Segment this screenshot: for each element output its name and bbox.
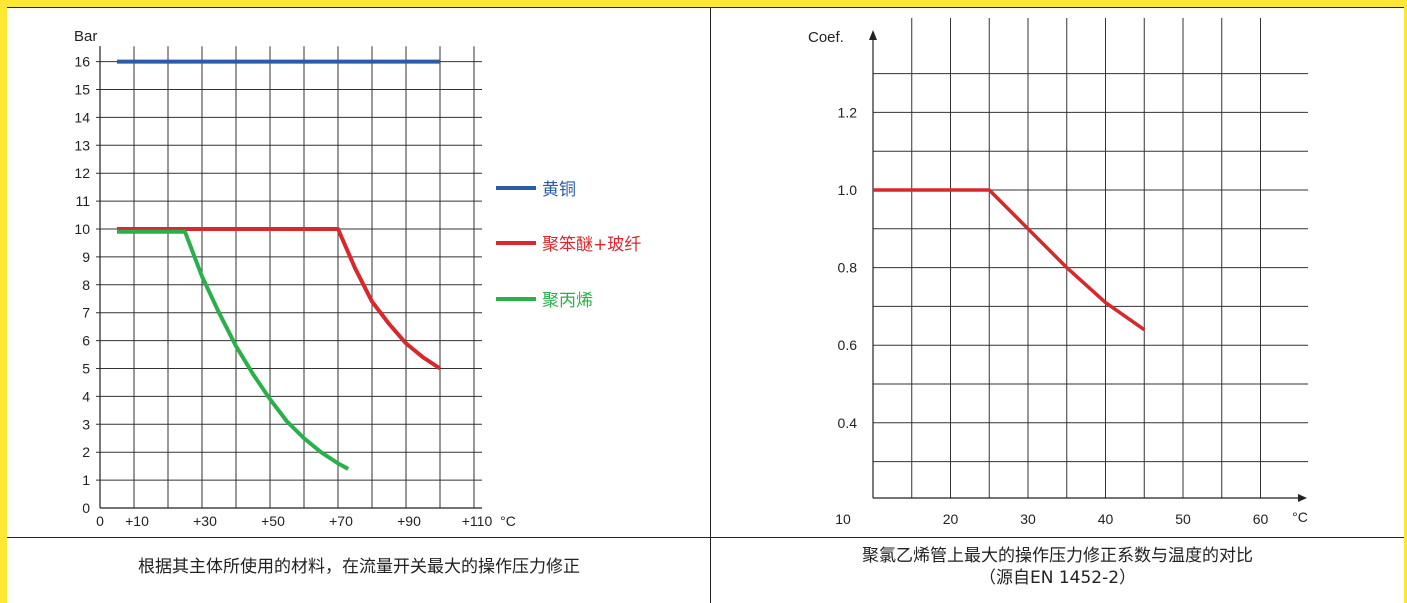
- caption-right-line2: （源自EN 1452-2）: [978, 568, 1137, 588]
- y-tick-label: 16: [74, 54, 90, 70]
- y-axis-label: Coef.: [808, 29, 844, 46]
- series-line: [117, 227, 442, 371]
- y-tick-label: 1.0: [838, 182, 858, 198]
- x-axis-label: °C: [500, 513, 516, 529]
- coefficient-chart: 0.4 0.6 0.8 1.0 1.2 10 20 30 40 50 60 Coef. °C: [808, 18, 1308, 527]
- x-tick-label: +30: [193, 513, 217, 529]
- caption-right-line1: 聚氯乙烯管上最大的操作压力修正系数与温度的对比: [862, 546, 1253, 566]
- y-tick-label: 0.6: [838, 337, 858, 353]
- y-tick-label: 11: [75, 193, 90, 209]
- legend-label: 黄铜: [542, 180, 576, 200]
- y-tick-label: 6: [82, 333, 90, 349]
- legend-swatch: [496, 185, 536, 190]
- y-tick-label: 0: [82, 500, 90, 516]
- series-line: [873, 188, 1146, 332]
- top-border: [0, 0, 1407, 7]
- x-tick-label: 50: [1175, 511, 1191, 527]
- right-border: [1404, 0, 1407, 603]
- x-axis-arrow: [1298, 494, 1307, 502]
- x-tick-label: 20: [943, 511, 959, 527]
- x-tick-label: 0: [96, 513, 104, 529]
- legend-item: 聚笨醚+玻纤: [496, 230, 641, 255]
- y-tick-label: 1.2: [838, 104, 858, 120]
- legend-label: 聚丙烯: [542, 291, 593, 311]
- y-axis-arrow: [869, 30, 877, 40]
- caption-left: 根据其主体所使用的材料，在流量开关最大的操作压力修正: [138, 557, 580, 577]
- y-tick-label: 7: [82, 305, 90, 321]
- x-axis-label: °C: [1292, 509, 1308, 525]
- y-tick-label: 13: [74, 137, 90, 153]
- x-tick-label: +70: [329, 513, 353, 529]
- x-tick-label: +90: [397, 513, 421, 529]
- y-tick-label: 14: [74, 109, 90, 125]
- x-tick-label: 10: [835, 511, 851, 527]
- x-tick-label: +110: [462, 513, 493, 529]
- y-tick-label: 10: [74, 221, 90, 237]
- y-tick-label: 2: [82, 444, 90, 460]
- y-tick-label: 0.4: [838, 415, 858, 431]
- x-tick-label: 60: [1253, 511, 1269, 527]
- legend-swatch: [496, 296, 536, 301]
- x-tick-label: 30: [1020, 511, 1036, 527]
- x-tick-label: 40: [1098, 511, 1114, 527]
- x-tick-label: +50: [261, 513, 285, 529]
- y-tick-label: 15: [74, 82, 90, 98]
- y-tick-label: 4: [82, 388, 90, 404]
- x-tick-label: +10: [125, 513, 149, 529]
- legend-label: 聚笨醚+玻纤: [542, 235, 642, 255]
- y-tick-label: 1: [82, 472, 90, 488]
- column-divider: [710, 7, 711, 603]
- y-axis-label: Bar: [74, 28, 97, 45]
- y-tick-label: 3: [82, 416, 90, 432]
- y-tick-label: 9: [82, 249, 90, 265]
- table-top-line: [7, 7, 1404, 8]
- legend-swatch: [496, 240, 536, 245]
- row-divider: [7, 537, 1404, 538]
- y-tick-label: 0.8: [838, 260, 858, 276]
- y-tick-label: 8: [82, 277, 90, 293]
- legend-item: 黄铜: [496, 175, 576, 200]
- y-tick-label: 12: [74, 165, 90, 181]
- series-line: [117, 229, 350, 471]
- legend-item: 聚丙烯: [496, 286, 593, 311]
- left-border: [0, 0, 7, 603]
- y-tick-label: 5: [82, 361, 90, 377]
